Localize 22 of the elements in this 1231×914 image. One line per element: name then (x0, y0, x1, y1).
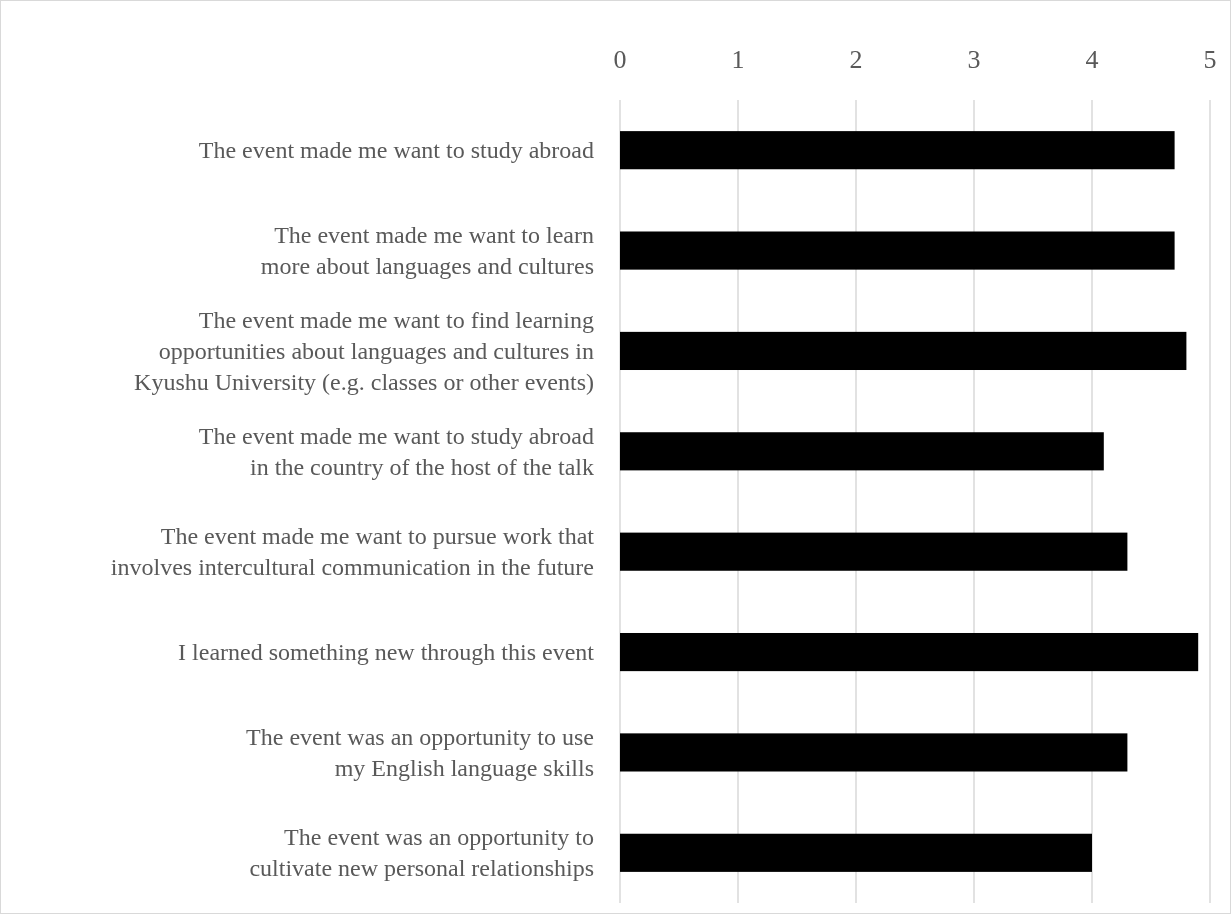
bar (620, 331, 1187, 371)
x-tick-label: 3 (967, 45, 981, 74)
bar (620, 532, 1128, 571)
bar (620, 632, 1199, 672)
bar (620, 231, 1175, 270)
y-tick-label: The event was an opportunity to use my English language skills (246, 723, 594, 781)
bar (620, 733, 1128, 772)
x-tick-label: 5 (1203, 45, 1217, 74)
bar (620, 833, 1092, 872)
x-tick-label: 4 (1085, 45, 1099, 74)
y-tick-label: The event made me want to pursue work that involves intercultural communication in the future (110, 523, 595, 581)
x-tick-label: 1 (731, 45, 745, 74)
y-tick-label: The event made me want to study abroad (198, 137, 594, 164)
x-tick-label: 2 (849, 45, 863, 74)
y-tick-label: The event was an opportunity to cultivate new personal relationships (249, 824, 594, 882)
y-tick-label: The event made me want to study abroad in the country of the host of the talk (198, 422, 594, 480)
y-tick-label: The event made me want to find learning opportunities about languages and cultures in Kyushu University (e.g. classes or other events) (134, 306, 594, 395)
y-tick-label: The event made me want to learn more about languages and cultures (260, 222, 594, 280)
x-tick-label: 0 (613, 45, 627, 74)
bar (620, 432, 1104, 471)
y-tick-label: I learned something new through this event (178, 639, 595, 666)
bar (620, 131, 1175, 170)
